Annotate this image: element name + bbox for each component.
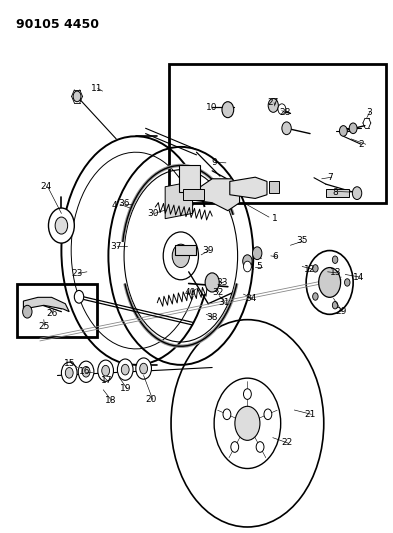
- Text: 31: 31: [218, 298, 230, 307]
- Text: 21: 21: [305, 410, 316, 419]
- Circle shape: [332, 256, 338, 263]
- Text: 3: 3: [366, 108, 372, 117]
- Text: 35: 35: [296, 237, 308, 246]
- Circle shape: [349, 123, 357, 134]
- Text: 13: 13: [330, 269, 341, 277]
- Circle shape: [306, 251, 353, 314]
- Bar: [17, 284, 97, 337]
- Circle shape: [282, 122, 291, 135]
- Circle shape: [313, 265, 318, 272]
- Text: 30: 30: [148, 209, 159, 218]
- Bar: [169, 64, 386, 203]
- Circle shape: [313, 293, 318, 300]
- Polygon shape: [230, 177, 267, 198]
- Text: 15: 15: [64, 359, 75, 368]
- Text: 33: 33: [216, 278, 228, 287]
- Circle shape: [345, 279, 350, 286]
- Circle shape: [23, 305, 32, 318]
- Circle shape: [235, 406, 260, 440]
- Polygon shape: [269, 181, 279, 193]
- Circle shape: [121, 365, 129, 375]
- Text: 24: 24: [40, 182, 51, 191]
- Polygon shape: [24, 297, 69, 312]
- Circle shape: [252, 247, 262, 260]
- Text: 25: 25: [38, 321, 50, 330]
- Text: 26: 26: [46, 309, 57, 318]
- Circle shape: [140, 364, 147, 374]
- Text: 16: 16: [79, 367, 91, 376]
- Text: 34: 34: [246, 294, 257, 303]
- Circle shape: [278, 104, 286, 115]
- Text: 12: 12: [305, 265, 316, 273]
- Circle shape: [319, 268, 341, 297]
- Circle shape: [98, 360, 114, 381]
- Text: 4: 4: [112, 201, 117, 210]
- Text: 23: 23: [72, 269, 83, 278]
- Text: 29: 29: [336, 307, 347, 316]
- Circle shape: [136, 358, 151, 379]
- Text: 40: 40: [185, 287, 196, 296]
- Circle shape: [264, 409, 272, 419]
- Text: 7: 7: [327, 173, 332, 182]
- Text: 28: 28: [279, 108, 290, 117]
- Circle shape: [205, 273, 219, 292]
- Text: 2: 2: [358, 140, 364, 149]
- Text: 8: 8: [332, 188, 338, 197]
- Circle shape: [118, 359, 133, 380]
- Text: 17: 17: [101, 376, 112, 385]
- Circle shape: [268, 99, 278, 112]
- Circle shape: [48, 208, 74, 243]
- Bar: [174, 245, 196, 255]
- Text: 32: 32: [212, 287, 224, 296]
- Circle shape: [78, 361, 94, 382]
- Circle shape: [82, 367, 90, 377]
- Text: 6: 6: [272, 253, 278, 261]
- Text: 36: 36: [118, 199, 130, 208]
- Circle shape: [171, 320, 324, 527]
- Text: 37: 37: [110, 242, 122, 251]
- Circle shape: [55, 217, 68, 234]
- Text: 18: 18: [105, 396, 116, 405]
- Polygon shape: [165, 181, 193, 219]
- Circle shape: [243, 255, 252, 268]
- Text: 9: 9: [211, 158, 217, 167]
- Text: 39: 39: [202, 246, 214, 255]
- Circle shape: [73, 91, 81, 102]
- Text: 27: 27: [267, 98, 279, 107]
- Text: 38: 38: [206, 312, 218, 321]
- Circle shape: [74, 290, 84, 303]
- Text: 10: 10: [206, 102, 218, 111]
- Bar: [326, 189, 349, 197]
- Polygon shape: [193, 179, 240, 211]
- Circle shape: [340, 126, 347, 136]
- Text: 20: 20: [146, 395, 157, 404]
- Text: 22: 22: [281, 439, 292, 448]
- Circle shape: [65, 368, 73, 378]
- Circle shape: [172, 244, 189, 268]
- Circle shape: [353, 187, 362, 199]
- Circle shape: [61, 362, 77, 383]
- Text: 1: 1: [272, 214, 278, 223]
- Circle shape: [214, 378, 281, 469]
- Polygon shape: [179, 165, 200, 192]
- Circle shape: [231, 442, 239, 453]
- Circle shape: [244, 261, 252, 272]
- Circle shape: [256, 442, 264, 453]
- Text: 19: 19: [120, 384, 132, 393]
- Circle shape: [244, 389, 252, 399]
- Circle shape: [163, 232, 198, 280]
- Polygon shape: [183, 189, 204, 200]
- Text: 5: 5: [256, 262, 262, 271]
- Circle shape: [223, 409, 231, 419]
- Circle shape: [222, 102, 234, 118]
- Circle shape: [102, 366, 110, 376]
- Text: 11: 11: [91, 84, 103, 93]
- Text: 90105 4450: 90105 4450: [16, 18, 99, 31]
- Circle shape: [332, 302, 338, 309]
- Text: 14: 14: [353, 273, 365, 281]
